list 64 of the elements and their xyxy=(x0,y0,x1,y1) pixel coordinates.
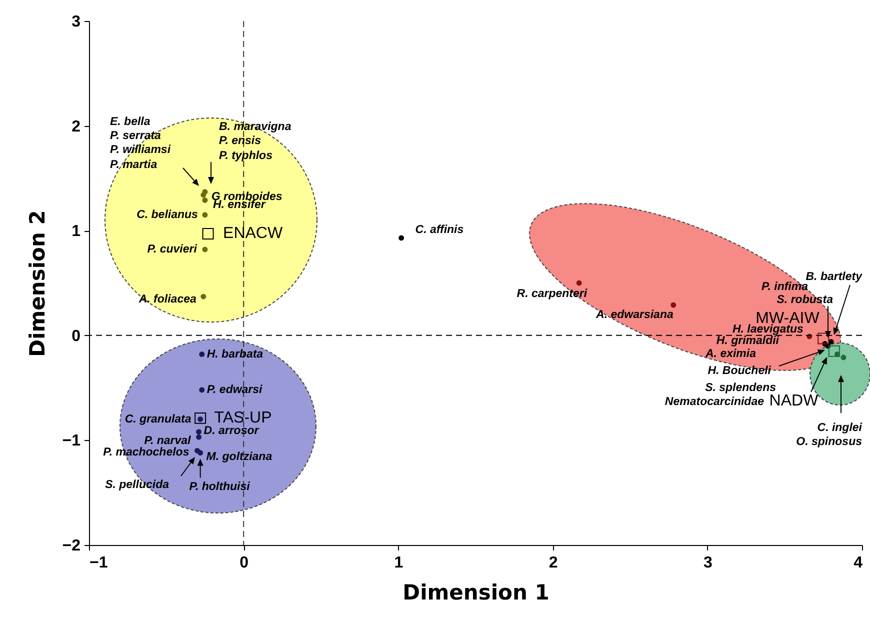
y-tick-label: 2 xyxy=(72,118,81,136)
annotation: B. bartlety xyxy=(806,271,863,284)
annotation: P. martia xyxy=(110,159,158,172)
point xyxy=(199,352,205,357)
annotation: P. typhlos xyxy=(219,150,272,162)
x-axis-title: Dimension 1 xyxy=(402,580,550,604)
point xyxy=(194,412,206,424)
annotation: C. inglei xyxy=(817,422,863,434)
annotation: P. narval xyxy=(144,435,192,448)
point xyxy=(200,192,206,198)
annotation: P. holthuisi xyxy=(189,480,251,493)
annotation: A. eximia xyxy=(704,348,757,360)
annotation: P. infima xyxy=(762,281,809,294)
annotation: H. Boucheli xyxy=(708,365,772,378)
y-tick-label: 1 xyxy=(72,223,81,240)
y-tick-label: −2 xyxy=(62,538,81,554)
x-tick-label: 0 xyxy=(240,554,249,572)
annotation: P. edwarsi xyxy=(206,384,264,396)
annotation: P. williamsi xyxy=(110,144,172,156)
x-tick-label: −1 xyxy=(90,554,108,572)
x-tick-label: 4 xyxy=(854,554,863,572)
annotation: P. machochelos xyxy=(103,446,190,459)
annotation: Nematocarcinidae xyxy=(664,396,765,408)
annotation: P. serrata xyxy=(110,130,162,142)
annotation: C. granulata xyxy=(124,413,192,426)
annotation: R. carpenteri xyxy=(516,288,588,300)
point xyxy=(828,338,834,344)
annotation: C. belianus xyxy=(136,208,198,221)
annotation: S. splendens xyxy=(705,382,776,394)
annotation: ENACW xyxy=(223,224,284,242)
annotation: P. ensis xyxy=(219,135,261,148)
point xyxy=(840,354,846,360)
y-tick-label: 3 xyxy=(72,14,81,30)
x-tick-label: 2 xyxy=(548,554,558,572)
point xyxy=(576,280,582,286)
annotation: M. goltziana xyxy=(206,450,273,463)
annotation: TAS-UP xyxy=(214,409,272,426)
point xyxy=(202,228,214,240)
point xyxy=(202,246,208,252)
point xyxy=(202,212,208,218)
annotation: A. foliacea xyxy=(138,294,197,306)
annotation: H. grimaldii xyxy=(716,335,780,348)
annotation: S. pellucida xyxy=(105,479,170,492)
point xyxy=(196,434,202,440)
point xyxy=(202,197,208,203)
point xyxy=(198,450,204,456)
annotation: O. spinosus xyxy=(796,436,862,448)
point xyxy=(670,302,676,308)
annotation: A. edwarsiana xyxy=(595,309,674,322)
annotation: NADW xyxy=(769,392,820,410)
x-tick-label: 3 xyxy=(703,554,712,572)
x-tick-label: 1 xyxy=(394,554,404,572)
y-tick-label: 0 xyxy=(72,328,81,345)
point xyxy=(200,294,206,300)
y-axis-title: Dimension 2 xyxy=(25,210,50,357)
point xyxy=(196,429,202,435)
annotation: E. bella xyxy=(110,116,151,128)
annotation: P. cuvieri xyxy=(147,243,198,256)
annotation: D. arrosor xyxy=(204,424,260,437)
annotation: C. affinis xyxy=(415,224,464,236)
y-tick-label: −1 xyxy=(62,432,81,450)
point xyxy=(398,235,404,241)
point xyxy=(199,387,205,393)
annotation: S. robusta xyxy=(776,294,834,306)
